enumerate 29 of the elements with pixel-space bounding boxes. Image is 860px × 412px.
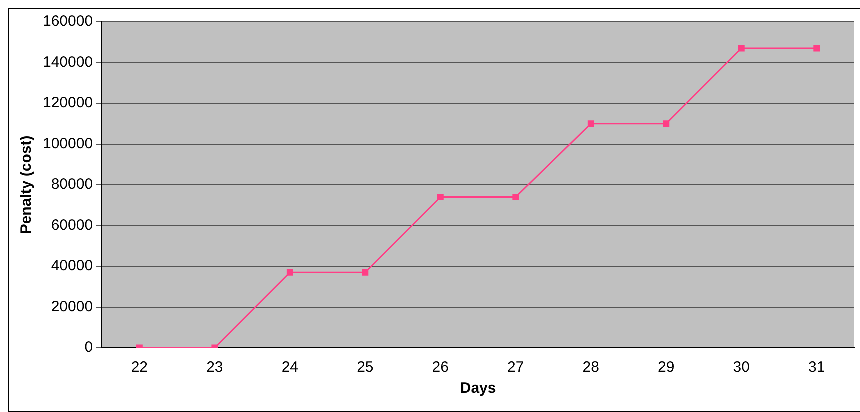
x-tick-label: 30 [733,359,750,376]
x-tick-label: 26 [432,359,449,376]
point [362,269,369,276]
x-tick-label: 25 [357,359,374,376]
x-tick-label: 22 [131,359,148,376]
y-axis-title: Penalty (cost) [18,136,36,234]
y-tick-label: 40000 [51,258,94,275]
point [588,120,594,128]
y-tick-label: 20000 [51,298,94,316]
y-tick-label: 120000 [42,94,94,112]
x-tick-label: 31 [808,359,826,376]
point [286,269,294,276]
y-tick-label: 80000 [51,176,94,194]
point [814,45,820,52]
x-axis-title: Days [460,380,496,398]
point [512,194,520,200]
y-tick-label: 140000 [42,54,94,71]
x-tick-label: 27 [508,359,524,376]
y-tick-label: 160000 [42,13,94,30]
point [738,45,745,52]
point [663,120,670,128]
point [437,194,444,200]
x-tick-label: 28 [582,359,600,376]
y-tick-label: 60000 [51,216,94,234]
x-tick-label: 29 [658,359,675,376]
y-tick-label: 100000 [42,135,94,152]
x-tick-label: 24 [282,359,299,376]
y-tick-label: 0 [84,339,94,356]
x-tick-label: 23 [206,359,224,376]
